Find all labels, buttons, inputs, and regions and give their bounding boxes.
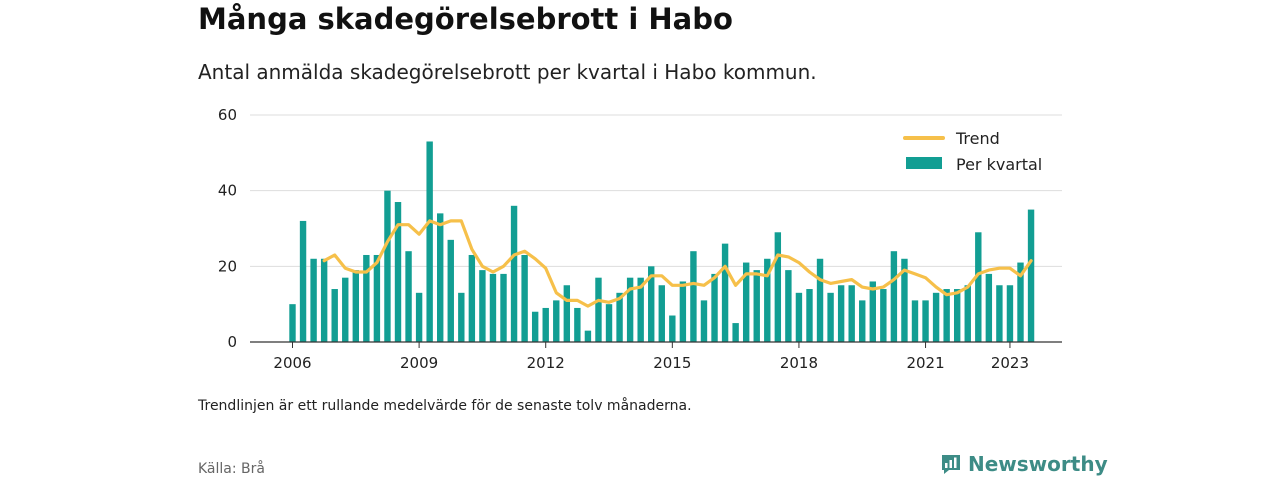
legend-bar-swatch xyxy=(906,157,942,169)
bar xyxy=(289,304,296,342)
trend-line xyxy=(322,219,1033,308)
bar xyxy=(679,281,687,342)
chart-area: 0 20 40 60 2006 2009 2012 2015 2018 2021 2023 Tren… xyxy=(218,106,1062,372)
bar xyxy=(626,277,634,342)
y-tick-label: 40 xyxy=(218,182,237,200)
bar xyxy=(753,270,760,342)
bar xyxy=(690,251,697,342)
bar xyxy=(996,285,1003,342)
bar xyxy=(880,289,887,342)
bar xyxy=(426,141,433,342)
bar xyxy=(384,190,391,342)
bar xyxy=(1017,262,1024,342)
x-tick-label: 2021 xyxy=(906,354,944,372)
bar xyxy=(574,307,581,342)
bar xyxy=(901,258,908,342)
bar xyxy=(1006,285,1014,342)
bar xyxy=(373,254,381,342)
bar xyxy=(331,289,338,342)
bar xyxy=(616,292,623,342)
x-tick-label: 2023 xyxy=(991,354,1029,372)
axes: 0 20 40 60 2006 2009 2012 2015 2018 2021 2023 xyxy=(218,106,1062,372)
bar xyxy=(553,300,560,342)
bar xyxy=(859,300,866,342)
bar xyxy=(1027,209,1035,342)
x-tick-label: 2015 xyxy=(653,354,691,372)
chart-subtitle: Antal anmälda skadegörelsebrott per kvar… xyxy=(198,60,817,84)
bar-series xyxy=(289,141,1035,342)
bar xyxy=(352,270,360,342)
bar xyxy=(911,300,919,342)
bar xyxy=(458,292,465,342)
bar xyxy=(721,243,729,342)
bar xyxy=(806,289,813,342)
y-tick-label: 0 xyxy=(227,333,237,351)
bar xyxy=(342,277,349,342)
bar xyxy=(415,292,423,342)
bar xyxy=(869,281,876,342)
bar xyxy=(985,273,993,342)
bar xyxy=(658,285,665,342)
brand-name: Newsworthy xyxy=(968,452,1108,476)
bar xyxy=(837,285,845,342)
bar xyxy=(437,213,444,342)
bar xyxy=(932,292,940,342)
legend-trend-label: Trend xyxy=(955,129,1000,148)
chart-title: Många skadegörelsebrott i Habo xyxy=(198,2,733,36)
bar xyxy=(637,277,644,342)
bar xyxy=(700,300,708,342)
bar xyxy=(711,273,718,342)
bar xyxy=(964,285,971,342)
x-tick-label: 2009 xyxy=(400,354,438,372)
bar xyxy=(447,239,454,342)
bar xyxy=(764,258,771,342)
bar xyxy=(827,292,834,342)
bar xyxy=(310,258,317,342)
bar xyxy=(605,304,613,342)
bar xyxy=(975,232,982,342)
footnote: Trendlinjen är ett rullande medelvärde f… xyxy=(198,398,692,414)
source-label: Källa: Brå xyxy=(198,461,265,477)
bar xyxy=(521,254,528,342)
bar xyxy=(584,330,592,342)
bar xyxy=(732,323,739,342)
bar xyxy=(890,251,898,342)
bar xyxy=(648,266,655,342)
bar xyxy=(489,273,497,342)
bar xyxy=(320,258,328,342)
bar xyxy=(922,300,929,342)
bar xyxy=(785,270,792,342)
bar xyxy=(394,202,402,342)
bar xyxy=(669,315,676,342)
y-tick-label: 60 xyxy=(218,106,237,124)
bar xyxy=(953,289,961,342)
legend-bar-label: Per kvartal xyxy=(956,155,1042,174)
bar xyxy=(774,232,782,342)
bar xyxy=(479,270,486,342)
x-tick-label: 2006 xyxy=(273,354,311,372)
bar xyxy=(563,285,571,342)
x-tick-label: 2012 xyxy=(527,354,565,372)
bar xyxy=(848,285,855,342)
bar xyxy=(943,289,950,342)
bar xyxy=(510,205,518,342)
bar xyxy=(742,262,750,342)
x-tick-label: 2018 xyxy=(780,354,818,372)
bar xyxy=(542,307,549,342)
bar xyxy=(468,254,476,342)
brand-logo: Newsworthy xyxy=(940,450,1108,478)
bar xyxy=(299,220,307,342)
bar xyxy=(531,311,539,342)
bar xyxy=(405,251,412,342)
legend: Trend Per kvartal xyxy=(903,129,1042,174)
bar xyxy=(363,254,370,342)
bar xyxy=(795,292,803,342)
bar xyxy=(500,273,507,342)
bar xyxy=(816,258,824,342)
bar-chart-speech-bubble-icon xyxy=(942,455,960,474)
trend-series xyxy=(322,219,1033,308)
bar xyxy=(595,277,602,342)
y-tick-label: 20 xyxy=(218,257,237,275)
